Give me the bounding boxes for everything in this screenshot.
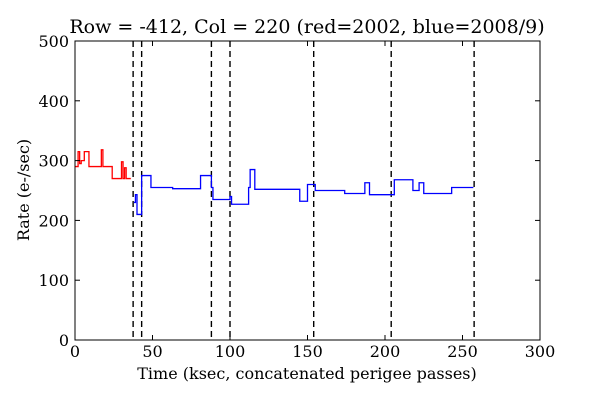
y-tick-label-500: 500 — [38, 32, 69, 51]
x-tick-label-100: 100 — [215, 342, 246, 361]
series-line-2 — [133, 168, 474, 216]
x-tick-label-150: 150 — [292, 342, 323, 361]
chart-title: Row = -412, Col = 220 (red=2002, blue=20… — [69, 16, 544, 38]
y-tick-label-100: 100 — [38, 271, 69, 290]
y-tick-label-200: 200 — [38, 211, 69, 230]
y-tick-label-400: 400 — [38, 92, 69, 111]
x-tick-label-200: 200 — [370, 342, 401, 361]
x-axis-label: Time (ksec, concatenated perigee passes) — [137, 364, 477, 383]
series-line-1 — [75, 149, 131, 180]
y-axis-label: Rate (e-/sec) — [14, 139, 33, 241]
x-tick-label-250: 250 — [447, 342, 478, 361]
x-tick-label-50: 50 — [142, 342, 162, 361]
x-tick-label-300: 300 — [525, 342, 556, 361]
y-tick-label-300: 300 — [38, 152, 69, 171]
plot-area: 0 50 100 150 200 250 300 0 100 200 300 400 500 — [38, 32, 555, 361]
y-tick-label-0: 0 — [59, 331, 69, 350]
x-tick-label-0: 0 — [70, 342, 80, 361]
